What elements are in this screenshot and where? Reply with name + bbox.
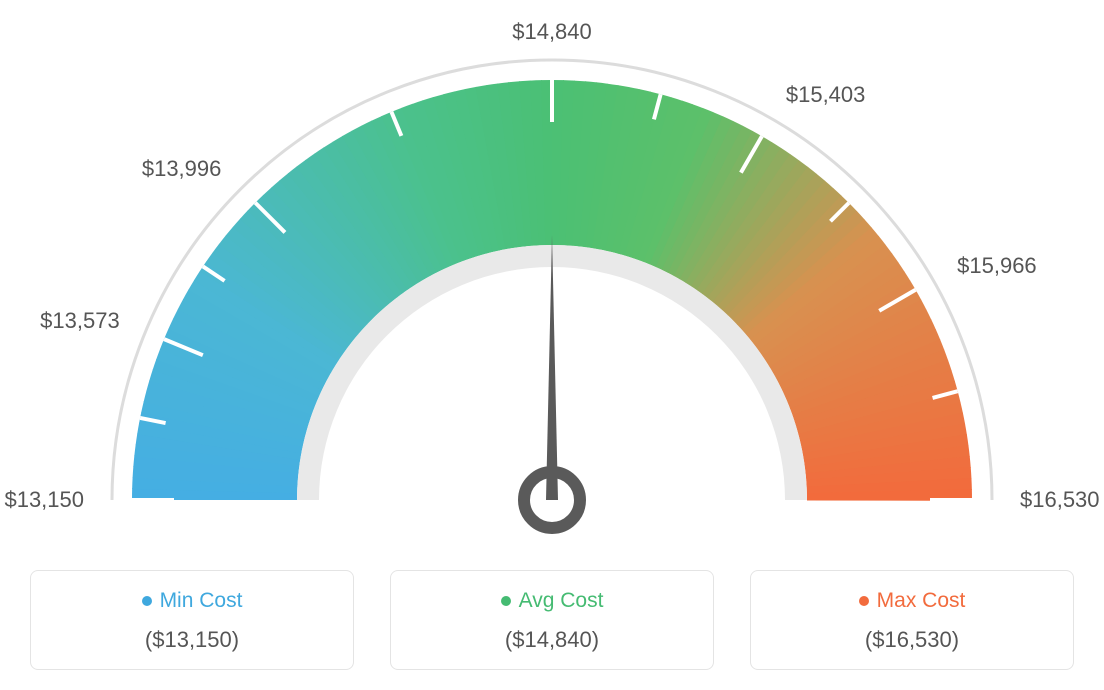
gauge-area: $13,150 $13,573 $13,996 $14,840 $15,403 $15,9… [0,0,1104,560]
cost-gauge-chart: $13,150 $13,573 $13,996 $14,840 $15,403 $15,9… [0,0,1104,690]
gauge-svg [0,0,1104,560]
legend-dot-avg [501,596,511,606]
legend-value-avg: ($14,840) [401,627,703,653]
legend-label-min: Min Cost [160,589,243,613]
legend-dot-max [859,596,869,606]
tick-label: $13,573 [40,308,120,334]
tick-label: $15,403 [786,82,866,108]
legend-dot-min [142,596,152,606]
legend-card-avg: Avg Cost ($14,840) [390,570,714,670]
tick-label: $16,530 [1020,487,1100,513]
legend-value-min: ($13,150) [41,627,343,653]
legend-row: Min Cost ($13,150) Avg Cost ($14,840) Ma… [0,570,1104,670]
legend-title-min: Min Cost [142,589,243,613]
legend-label-max: Max Cost [877,589,966,613]
legend-value-max: ($16,530) [761,627,1063,653]
legend-title-max: Max Cost [859,589,966,613]
tick-label: $13,996 [142,156,222,182]
legend-card-max: Max Cost ($16,530) [750,570,1074,670]
legend-card-min: Min Cost ($13,150) [30,570,354,670]
legend-title-avg: Avg Cost [501,589,604,613]
legend-label-avg: Avg Cost [519,589,604,613]
tick-label: $15,966 [957,253,1037,279]
tick-label: $13,150 [4,487,84,513]
tick-label: $14,840 [512,19,592,45]
